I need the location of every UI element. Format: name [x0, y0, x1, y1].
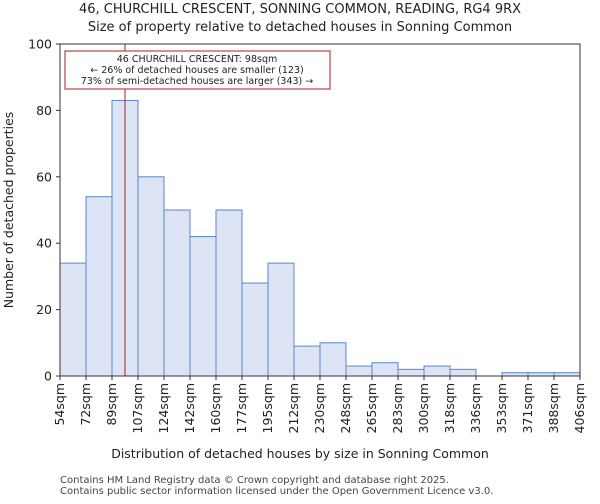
- x-tick-label: 371sqm: [520, 383, 535, 433]
- bar-195sqm: [267, 262, 295, 377]
- x-tick-label: 107sqm: [130, 383, 145, 433]
- footer-line2: Contains public sector information licen…: [60, 486, 493, 497]
- bar-300sqm: [423, 365, 451, 377]
- x-axis-label: Distribution of detached houses by size …: [111, 446, 489, 461]
- y-tick-label: 100: [28, 37, 52, 52]
- bar-72sqm: [85, 196, 113, 377]
- x-tick-label: 388sqm: [546, 383, 561, 433]
- bar-318sqm: [449, 368, 477, 377]
- bar-177sqm: [241, 282, 269, 377]
- x-tick-label: 177sqm: [234, 383, 249, 433]
- footer-line1: Contains HM Land Registry data © Crown c…: [60, 475, 449, 486]
- chart-title-line2: Size of property relative to detached ho…: [88, 20, 512, 35]
- y-ticks-group: 0 20 40 60 80 100: [28, 37, 60, 384]
- x-tick-label: 89sqm: [104, 383, 119, 426]
- x-tick-label: 160sqm: [208, 383, 223, 433]
- annotation-line1: 46 CHURCHILL CRESCENT: 98sqm: [117, 54, 277, 65]
- bar-212sqm: [293, 345, 321, 377]
- x-tick-label: 265sqm: [364, 383, 379, 433]
- x-tick-label: 54sqm: [52, 383, 67, 426]
- y-tick-label: 0: [44, 369, 52, 384]
- x-tick-label: 248sqm: [338, 383, 353, 433]
- chart-title-line1: 46, CHURCHILL CRESCENT, SONNING COMMON, …: [79, 2, 521, 17]
- annotation-line2: ← 26% of detached houses are smaller (12…: [90, 65, 303, 76]
- x-tick-label: 212sqm: [286, 383, 301, 433]
- x-tick-label: 230sqm: [312, 383, 327, 433]
- x-tick-label: 142sqm: [182, 383, 197, 433]
- bar-230sqm: [319, 342, 347, 377]
- annotation-box: 46 CHURCHILL CRESCENT: 98sqm ← 26% of de…: [64, 50, 331, 90]
- y-tick-label: 60: [36, 169, 52, 184]
- y-tick-label: 20: [36, 302, 52, 317]
- bar-124sqm: [163, 209, 191, 377]
- y-tick-label: 40: [36, 236, 52, 251]
- annotation-frame: [64, 50, 331, 90]
- bar-54sqm: [59, 262, 87, 377]
- x-tick-label: 336sqm: [468, 383, 483, 433]
- bar-265sqm: [371, 362, 399, 377]
- x-tick-label: 124sqm: [156, 383, 171, 433]
- x-tick-label: 318sqm: [442, 383, 457, 433]
- x-tick-label: 353sqm: [494, 383, 509, 433]
- x-tick-label: 300sqm: [416, 383, 431, 433]
- bar-107sqm: [137, 176, 165, 377]
- bar-142sqm: [189, 236, 217, 377]
- x-tick-label: 283sqm: [390, 383, 405, 433]
- x-ticks-group: 54sqm 72sqm 89sqm 107sqm 124sqm 142sqm 160sqm 1…: [52, 376, 587, 433]
- y-axis-label: Number of detached properties: [1, 112, 16, 309]
- plot-area: [59, 43, 581, 377]
- x-tick-label: 72sqm: [78, 383, 93, 426]
- bar-160sqm: [215, 209, 243, 377]
- x-tick-label: 406sqm: [572, 383, 587, 433]
- annotation-line3: 73% of semi-detached houses are larger (…: [81, 76, 314, 87]
- bars-group: [59, 99, 581, 377]
- bar-248sqm: [345, 365, 373, 377]
- bar-283sqm: [397, 368, 425, 377]
- y-tick-label: 80: [36, 103, 52, 118]
- x-tick-label: 195sqm: [260, 383, 275, 433]
